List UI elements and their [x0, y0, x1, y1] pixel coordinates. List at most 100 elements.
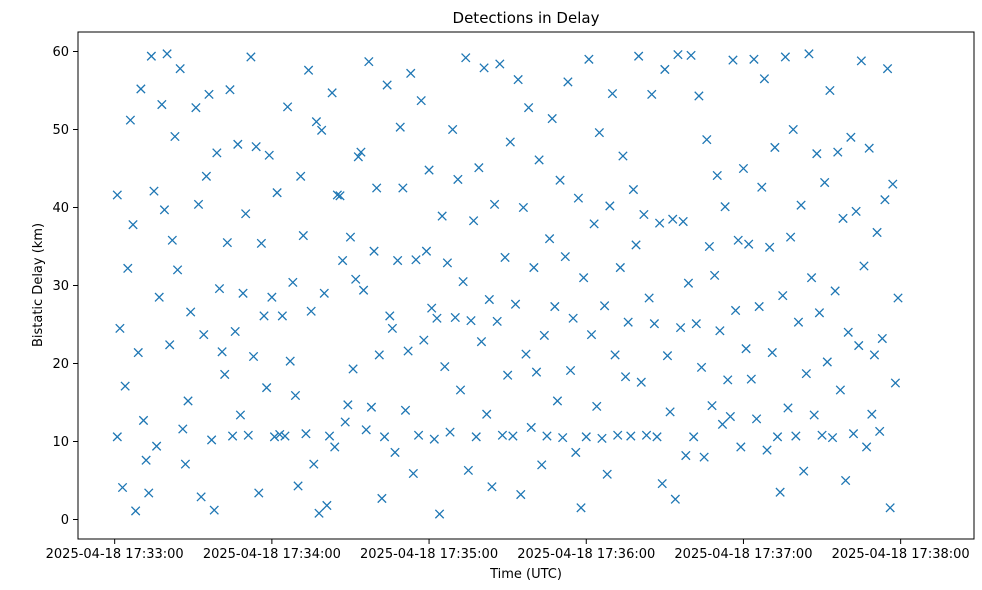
data-point — [159, 205, 170, 215]
data-point — [563, 77, 573, 87]
data-point — [725, 411, 736, 422]
data-point — [356, 147, 366, 157]
data-point — [497, 430, 508, 440]
data-point — [683, 278, 694, 288]
data-point — [400, 405, 411, 415]
data-point — [694, 91, 704, 101]
data-point — [222, 237, 232, 248]
data-point — [141, 455, 151, 465]
x-tick-label: 2025-04-18 17:34:00 — [203, 547, 341, 562]
data-point — [272, 188, 282, 198]
data-point — [505, 137, 515, 147]
data-point — [306, 306, 316, 316]
data-point — [269, 432, 280, 442]
data-point — [757, 182, 767, 192]
data-point — [351, 274, 361, 284]
data-point — [220, 369, 230, 380]
data-point — [233, 139, 243, 149]
data-point — [290, 390, 301, 401]
data-point — [185, 307, 196, 317]
data-point — [670, 494, 680, 504]
data-point — [856, 56, 867, 66]
data-point — [154, 292, 164, 302]
data-point — [463, 465, 474, 476]
data-point — [623, 317, 633, 327]
data-point — [738, 163, 749, 174]
data-point — [712, 170, 722, 181]
data-point — [440, 361, 450, 372]
data-point — [560, 251, 570, 262]
data-point — [390, 447, 400, 458]
data-point — [565, 365, 576, 376]
data-point — [434, 509, 445, 519]
data-point — [696, 362, 707, 373]
data-point — [117, 482, 128, 493]
y-axis-ticks: 0 10 20 30 40 50 60 — [52, 45, 78, 528]
data-point — [681, 450, 691, 461]
data-point — [468, 216, 479, 226]
data-point — [411, 255, 421, 265]
data-point — [343, 400, 353, 410]
data-point — [610, 350, 620, 360]
data-point — [759, 74, 770, 84]
data-point — [314, 508, 324, 518]
data-point — [361, 425, 371, 435]
data-point — [636, 377, 646, 387]
y-tick-label: 50 — [52, 123, 69, 138]
data-point — [665, 407, 675, 417]
data-point — [358, 285, 369, 295]
data-point — [364, 56, 374, 67]
data-point — [461, 53, 471, 63]
data-point — [162, 49, 172, 59]
data-point — [626, 431, 636, 441]
data-point — [827, 432, 838, 443]
data-point — [324, 431, 335, 441]
data-point — [715, 326, 725, 336]
data-point — [840, 475, 851, 486]
data-point — [835, 385, 846, 395]
data-point — [424, 165, 434, 175]
data-point — [555, 175, 565, 185]
data-point — [597, 433, 607, 444]
data-point — [385, 311, 395, 321]
data-point — [157, 99, 167, 110]
data-point — [335, 191, 345, 201]
data-point — [382, 80, 392, 90]
x-tick-label: 2025-04-18 17:33:00 — [46, 547, 184, 562]
data-point — [332, 190, 343, 200]
data-point — [770, 142, 780, 153]
x-tick-label: 2025-04-18 17:36:00 — [517, 547, 655, 562]
data-point — [733, 235, 743, 245]
data-point — [285, 356, 295, 366]
data-point — [702, 134, 712, 145]
data-point — [212, 148, 222, 158]
data-point — [500, 252, 510, 263]
data-point — [812, 149, 822, 159]
data-point — [531, 367, 542, 377]
data-point — [775, 487, 785, 497]
data-point — [893, 293, 903, 303]
data-point — [581, 432, 591, 442]
data-point — [379, 432, 390, 442]
data-point — [746, 374, 756, 384]
y-tick-label: 10 — [52, 435, 69, 450]
data-point — [288, 277, 298, 288]
data-point — [214, 283, 225, 294]
data-point — [455, 385, 466, 395]
data-point — [293, 481, 303, 491]
data-point — [337, 255, 348, 266]
y-tick-label: 20 — [52, 357, 69, 372]
data-point — [227, 431, 238, 441]
data-point — [466, 315, 476, 326]
data-point — [144, 488, 154, 498]
data-point — [251, 142, 261, 152]
data-point — [633, 51, 644, 61]
data-point — [728, 55, 738, 65]
data-point — [660, 64, 670, 75]
data-point — [675, 322, 686, 333]
data-point — [296, 171, 306, 181]
data-point — [282, 102, 293, 112]
data-point — [374, 350, 384, 360]
data-point — [890, 378, 901, 388]
data-point — [523, 103, 534, 113]
